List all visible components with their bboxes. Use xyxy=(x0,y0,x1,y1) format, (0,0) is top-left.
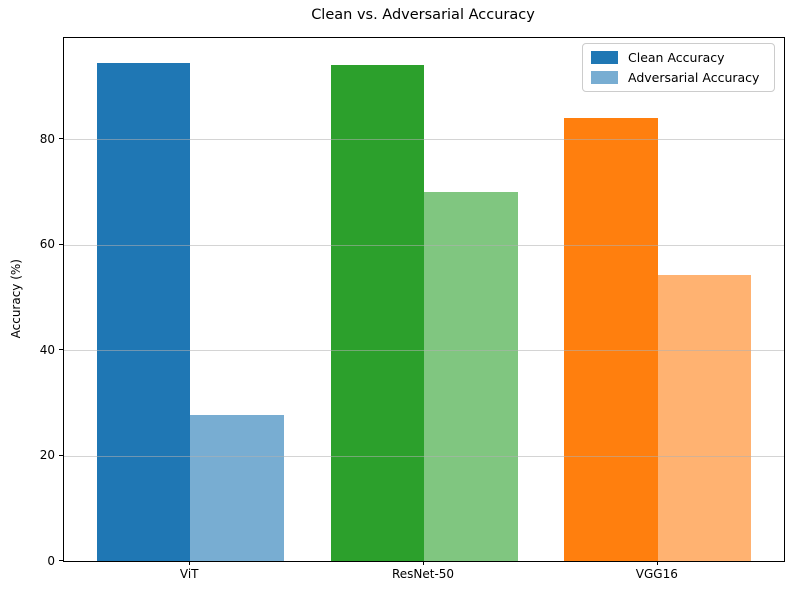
y-tick-label-0: 0 xyxy=(47,553,55,568)
y-tick-mark-40 xyxy=(59,349,63,351)
chart-title: Clean vs. Adversarial Accuracy xyxy=(311,7,535,23)
bar-adversarial-accuracy-vit xyxy=(190,415,284,561)
y-axis-label: Accuracy (%) xyxy=(9,258,23,339)
y-tick-label-60: 60 xyxy=(39,237,55,252)
bar-adversarial-accuracy-vgg16 xyxy=(657,274,752,561)
legend-label-adversarial: Adversarial Accuracy xyxy=(628,69,760,85)
plot-area xyxy=(63,37,785,562)
bar-clean-accuracy-vgg16 xyxy=(564,117,658,561)
y-tick-mark-80 xyxy=(59,138,63,140)
y-tick-label-80: 80 xyxy=(39,131,55,146)
legend-row-adversarial: Adversarial Accuracy xyxy=(591,70,766,85)
legend-label-clean: Clean Accuracy xyxy=(628,50,725,66)
x-tick-mark-vit xyxy=(189,561,191,565)
bar-clean-accuracy-vit xyxy=(96,62,191,561)
y-tick-mark-60 xyxy=(59,243,63,245)
y-tick-mark-0 xyxy=(59,560,63,561)
legend-swatch-adversarial xyxy=(591,70,618,84)
gridline-40 xyxy=(64,350,784,352)
x-tick-mark-vgg16 xyxy=(656,561,658,565)
x-tick-mark-resnet-50 xyxy=(423,561,424,565)
gridline-20 xyxy=(64,455,784,457)
gridline-80 xyxy=(64,139,784,141)
y-axis-label-wrap: Accuracy (%) xyxy=(6,37,26,560)
y-tick-mark-20 xyxy=(59,454,63,456)
y-tick-label-40: 40 xyxy=(39,342,55,357)
x-tick-label-vgg16: VGG16 xyxy=(635,567,678,581)
x-tick-label-vit: ViT xyxy=(179,567,199,581)
y-tick-label-20: 20 xyxy=(39,448,55,463)
legend: Clean Accuracy Adversarial Accuracy xyxy=(582,43,775,92)
gridline-60 xyxy=(64,244,784,246)
x-tick-label-resnet-50: ResNet-50 xyxy=(391,567,455,581)
bar-clean-accuracy-resnet-50 xyxy=(330,64,424,561)
bar-adversarial-accuracy-resnet-50 xyxy=(424,191,518,561)
legend-row-clean: Clean Accuracy xyxy=(591,50,766,65)
legend-swatch-clean xyxy=(591,51,618,65)
